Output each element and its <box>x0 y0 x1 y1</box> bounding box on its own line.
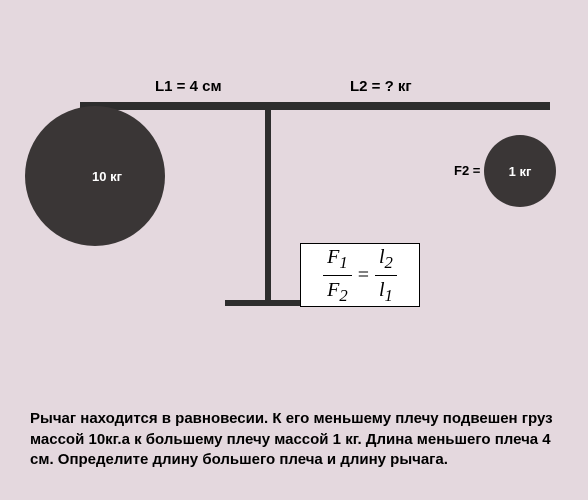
l1-label: L1 = 4 см <box>155 78 222 95</box>
f2-prefix: F2 = <box>454 163 480 178</box>
weight-large: 10 кг <box>25 106 165 246</box>
fulcrum-post <box>265 110 271 300</box>
lever-beam <box>80 102 550 110</box>
f1-value: 10 кг <box>92 169 122 184</box>
formula-box: F1 F2 = l2 l1 <box>300 243 420 307</box>
fulcrum-base <box>225 300 311 306</box>
f2-value: 1 кг <box>509 164 532 179</box>
lever-diagram: L1 = 4 см L2 = ? кг F1 = 10 кг F2 = 1 кг… <box>0 0 588 380</box>
fraction-left: F1 F2 <box>323 245 352 306</box>
equals-sign: = <box>358 264 369 287</box>
weight-small: 1 кг <box>484 135 556 207</box>
problem-statement: Рычаг находится в равновесии. К его мень… <box>30 409 560 470</box>
l2-label: L2 = ? кг <box>350 78 412 95</box>
fraction-right: l2 l1 <box>375 245 397 306</box>
